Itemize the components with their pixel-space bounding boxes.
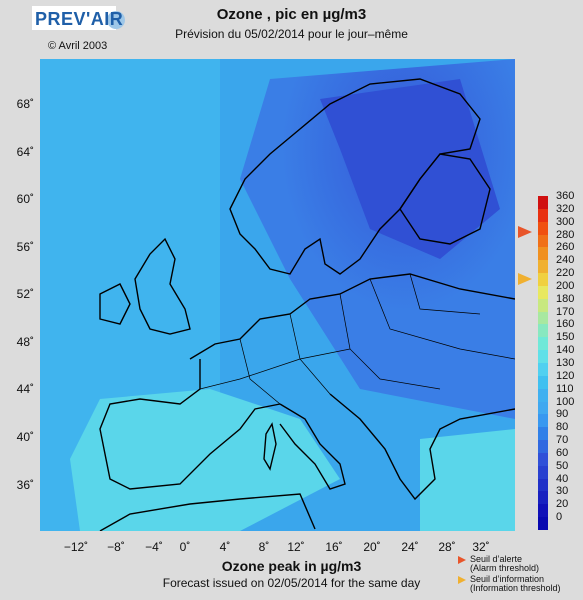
lon-label: −12˚	[63, 540, 89, 554]
color-scale-label: 200	[556, 279, 575, 292]
color-scale-swatch	[538, 247, 548, 261]
color-scale-swatch	[538, 465, 548, 479]
lat-label: 64˚	[16, 145, 34, 159]
color-scale-swatch	[538, 285, 548, 299]
color-scale-label: 50	[556, 459, 569, 472]
color-scale-label: 300	[556, 215, 575, 228]
color-scale-label: 170	[556, 305, 575, 318]
color-scale-swatch	[538, 234, 548, 248]
page-title: Ozone , pic en µg/m3	[216, 6, 367, 23]
color-scale-swatch	[538, 273, 548, 286]
color-scale-swatch	[538, 362, 548, 376]
color-scale-label: 360	[556, 190, 575, 202]
alarm-label-fr: Seuil d’alerte	[470, 554, 523, 564]
lon-label: −4˚	[145, 540, 163, 554]
color-scale-label: 120	[556, 369, 575, 382]
color-scale-label: 220	[556, 267, 575, 280]
legend-alarm: Seuil d’alerte (Alarm threshold)	[458, 555, 561, 573]
color-scale-label: 0	[556, 511, 563, 524]
lat-label: 60˚	[16, 192, 34, 206]
color-scale-swatch	[538, 427, 548, 441]
lon-label: 0˚	[179, 540, 191, 554]
color-scale-label: 90	[556, 408, 569, 421]
color-scale-label: 150	[556, 331, 575, 344]
info-label-en: (Information threshold)	[470, 583, 561, 593]
lat-label: 68˚	[16, 97, 34, 111]
color-scale-swatch	[538, 221, 548, 235]
color-scale-swatch	[538, 260, 548, 274]
alarm-arrow-icon	[458, 556, 466, 564]
threshold-legend: Seuil d’alerte (Alarm threshold) Seuil d…	[458, 555, 561, 595]
lon-label: 4˚	[219, 540, 231, 554]
color-scale-swatch	[538, 504, 548, 518]
color-scale-swatch	[538, 375, 548, 389]
color-scale-label: 110	[556, 382, 574, 395]
color-scale-swatch	[538, 452, 548, 466]
lon-label: 32˚	[472, 540, 490, 554]
color-scale-label: 160	[556, 318, 575, 331]
info-threshold-marker	[518, 273, 532, 285]
color-scale-swatch	[538, 298, 548, 312]
info-label-fr: Seuil d’information	[470, 574, 545, 584]
color-scale-swatch	[538, 478, 548, 492]
color-scale-label: 100	[556, 395, 575, 408]
color-scale-swatch	[538, 491, 548, 505]
east-med-area	[420, 429, 515, 531]
lon-label: 20˚	[363, 540, 381, 554]
color-scale-label: 320	[556, 202, 575, 215]
lon-label: 8˚	[258, 540, 270, 554]
page-subtitle: Prévision du 05/02/2014 pour le jour–mêm…	[175, 27, 408, 41]
lat-label: 44˚	[16, 382, 34, 396]
lat-label: 56˚	[16, 240, 34, 254]
color-scale-swatch	[538, 401, 548, 415]
alarm-label-en: (Alarm threshold)	[470, 563, 540, 573]
color-scale-label: 80	[556, 421, 569, 434]
color-scale-label: 280	[556, 228, 575, 241]
color-scale-swatch	[538, 517, 548, 530]
color-scale-label: 30	[556, 485, 569, 498]
color-scale-label: 20	[556, 498, 569, 511]
alarm-threshold-marker	[518, 226, 532, 238]
color-scale-label: 130	[556, 357, 575, 369]
color-scale-swatch	[538, 440, 548, 453]
color-scale-label: 240	[556, 254, 575, 267]
lon-label: 28˚	[438, 540, 456, 554]
english-title: Ozone peak in µg/m3	[221, 558, 362, 574]
info-arrow-icon	[458, 576, 466, 584]
color-scale-label: 40	[556, 472, 569, 485]
color-scale-swatch	[538, 350, 548, 363]
coastlines	[99, 78, 516, 532]
color-scale-swatch	[538, 388, 548, 402]
color-scale-swatch	[538, 324, 548, 338]
color-scale	[538, 196, 548, 530]
copyright: © Avril 2003	[48, 40, 108, 52]
lat-label: 36˚	[16, 478, 34, 492]
lon-label: 16˚	[325, 540, 343, 554]
color-scale-swatch	[538, 311, 548, 325]
english-subtitle: Forecast issued on 02/05/2014 for the sa…	[162, 576, 421, 590]
lat-label: 40˚	[16, 430, 34, 444]
color-scale-swatch	[538, 337, 548, 351]
lon-label: −8˚	[107, 540, 125, 554]
lon-label: 12˚	[287, 540, 305, 554]
color-scale-swatch	[538, 414, 548, 428]
lon-label: 24˚	[401, 540, 419, 554]
color-scale-label: 180	[556, 292, 575, 305]
lat-label: 52˚	[16, 287, 34, 301]
logo-text: PREV'AIR	[35, 9, 124, 29]
color-scale-swatch	[538, 196, 548, 209]
lat-label: 48˚	[16, 335, 34, 349]
color-scale-swatch	[538, 208, 548, 222]
color-scale-label: 70	[556, 434, 569, 447]
ozone-map	[40, 59, 516, 532]
color-scale-label: 60	[556, 446, 569, 459]
peak-ozone-zone	[320, 79, 500, 259]
color-scale-label: 140	[556, 344, 575, 357]
country-borders	[199, 273, 516, 405]
legend-info: Seuil d’information (Information thresho…	[458, 575, 561, 593]
color-scale-label: 260	[556, 241, 575, 254]
prevair-logo	[32, 6, 128, 32]
